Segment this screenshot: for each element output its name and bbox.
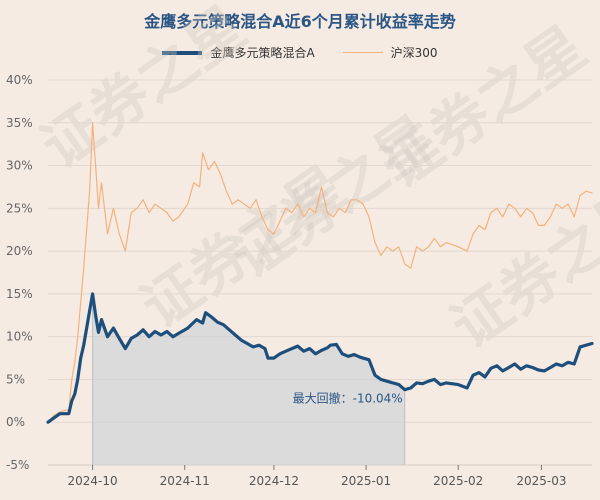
legend-swatch-fund: [162, 50, 203, 55]
watermark-text: 证券之星: [439, 173, 600, 362]
y-tick-label: 25%: [6, 201, 33, 215]
drawdown-area: [92, 293, 405, 423]
legend-item-fund[interactable]: 金鹰多元策略混合A: [162, 44, 315, 61]
y-tick-label: -5%: [6, 458, 29, 472]
legend: 金鹰多元策略混合A 沪深300: [0, 44, 600, 61]
drawdown-label: 最大回撤：-10.04%: [293, 391, 403, 406]
y-tick-label: 35%: [6, 116, 33, 130]
watermark-text: 证券之星: [29, 0, 258, 181]
x-tick-label: 2025-02: [433, 474, 483, 488]
chart-title: 金鹰多元策略混合A近6个月累计收益率走势: [144, 12, 456, 31]
x-tick-label: 2024-11: [160, 474, 210, 488]
legend-label-index: 沪深300: [390, 46, 438, 60]
y-tick-label: 0%: [6, 415, 25, 429]
y-tick-label: 10%: [6, 330, 33, 344]
series-line-index: [47, 122, 593, 423]
drawdown-area-lower: [92, 422, 405, 465]
y-tick-label: 20%: [6, 244, 33, 258]
legend-swatch-index: [342, 52, 383, 53]
x-tick-label: 2025-03: [516, 474, 566, 488]
y-tick-label: 40%: [6, 73, 33, 87]
series-line-fund: [46, 292, 594, 424]
x-tick-label: 2025-01: [341, 474, 391, 488]
y-tick-label: 30%: [6, 159, 33, 173]
legend-item-index[interactable]: 沪深300: [342, 44, 438, 61]
x-tick-label: 2024-10: [68, 474, 118, 488]
legend-label-fund: 金鹰多元策略混合A: [210, 46, 315, 60]
x-tick-label: 2024-12: [249, 474, 299, 488]
y-tick-label: 15%: [6, 287, 33, 301]
y-tick-label: 5%: [6, 372, 25, 386]
